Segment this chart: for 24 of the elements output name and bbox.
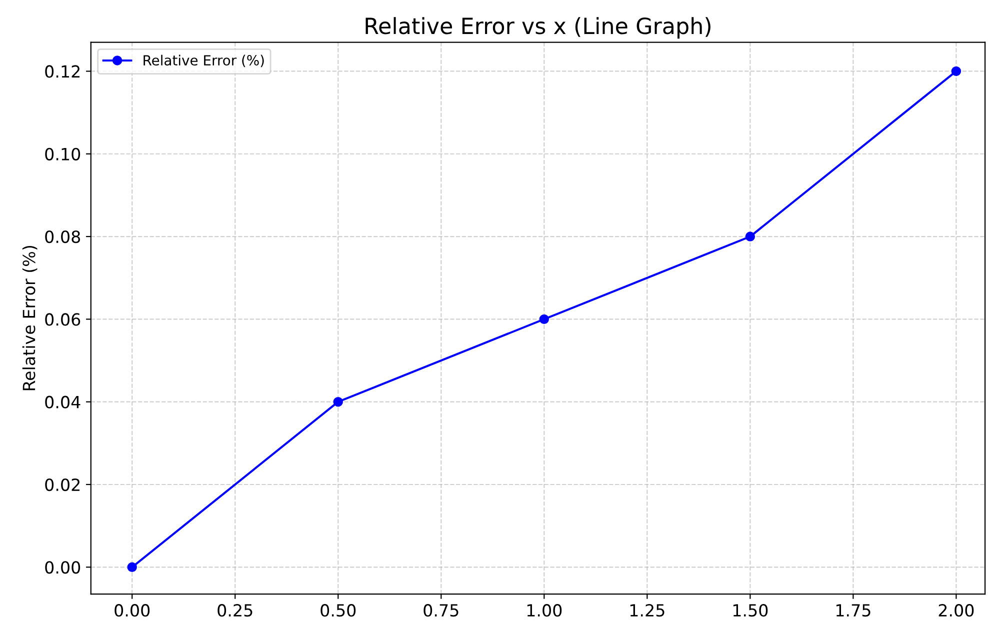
y-axis-title: Relative Error (%) (22, 246, 38, 390)
x-tick-label: 0.25 (218, 604, 252, 617)
x-tick-label: 1.25 (630, 604, 664, 617)
x-tick-label: 1.75 (836, 604, 870, 617)
x-tick-label: 0.00 (114, 604, 150, 617)
y-tick-label: 0.08 (45, 230, 80, 244)
legend-label: Relative Error (%) (144, 54, 264, 68)
point (539, 314, 550, 324)
point (333, 396, 343, 407)
y-tick-label: 0.10 (45, 148, 80, 160)
x-tick-label: 1.50 (733, 604, 768, 617)
point (127, 562, 137, 572)
x-tick-label: 1.00 (527, 604, 562, 617)
point (951, 66, 962, 76)
x-tick-label: 0.50 (320, 604, 356, 617)
chart-title: Relative Error vs x (Line Graph) (366, 17, 710, 39)
y-tick-label: 0.04 (45, 396, 80, 408)
x-tick-label: 0.75 (424, 604, 458, 617)
x-tick-label: 2.00 (938, 604, 974, 617)
y-tick-label: 0.00 (45, 561, 80, 574)
y-tick-label: 0.02 (45, 478, 80, 492)
y-tick-label: 0.12 (45, 65, 80, 78)
y-tick-label: 0.06 (45, 313, 80, 326)
point (745, 232, 756, 242)
